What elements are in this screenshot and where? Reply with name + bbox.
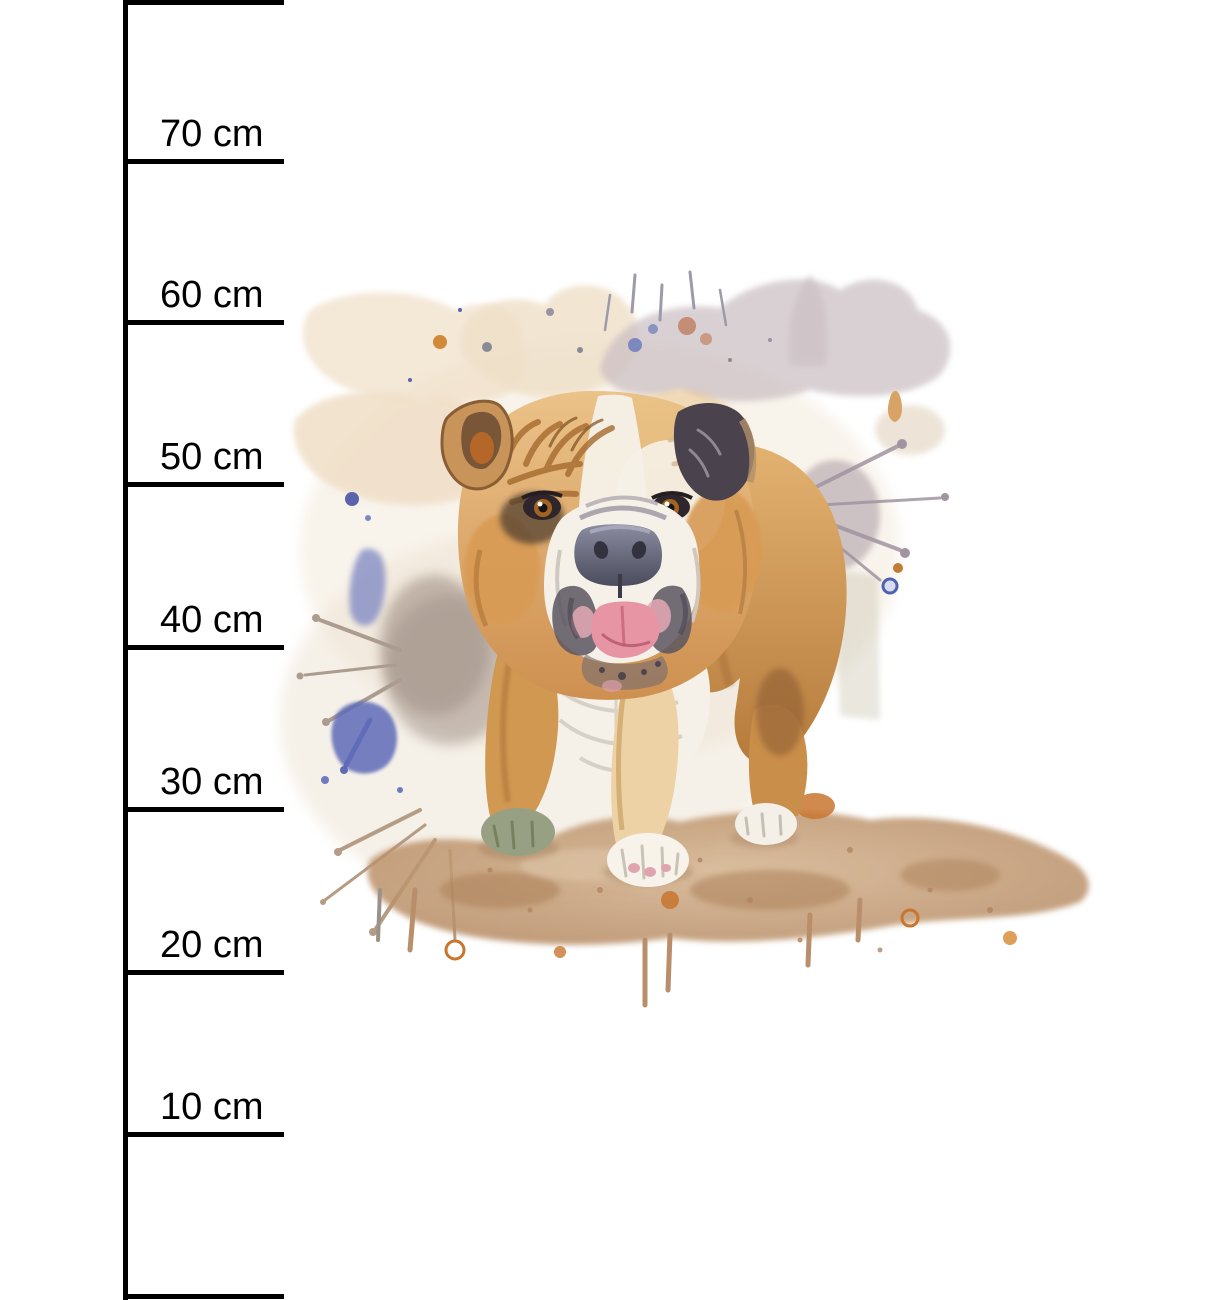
- bulldog: [440, 390, 847, 887]
- ruler-tick: [123, 1132, 284, 1137]
- ear-left: [440, 399, 514, 491]
- ruler-tick: [123, 482, 284, 487]
- bulldog-watercolor-artwork: [280, 270, 1089, 1008]
- eye-left: [521, 490, 563, 520]
- front-paw-left: [481, 808, 555, 856]
- ruler-tick: [123, 159, 284, 164]
- nose: [574, 524, 662, 586]
- ruler-label: 10 cm: [160, 1086, 264, 1128]
- hind-paw: [735, 803, 797, 845]
- ruler-label: 50 cm: [160, 436, 264, 478]
- splash-peach-left: [293, 391, 491, 506]
- ruler-line: [123, 0, 128, 1300]
- ruler-tick: [123, 320, 284, 325]
- ruler-label: 30 cm: [160, 761, 264, 803]
- ruler-label: 40 cm: [160, 599, 264, 641]
- ruler-tick: [123, 1294, 284, 1299]
- ruler-tick: [123, 645, 284, 650]
- ear-right: [673, 403, 757, 501]
- splash-blue-left: [331, 701, 397, 774]
- head: [440, 390, 762, 700]
- ruler-tick: [123, 970, 284, 975]
- chin: [581, 654, 668, 690]
- cheek-right: [682, 488, 762, 612]
- paint-splatter: [296, 270, 949, 942]
- ruler-label: 20 cm: [160, 924, 264, 966]
- muzzle: [544, 495, 701, 692]
- splash-mauve-crown: [600, 279, 951, 402]
- ruler-tick: [123, 0, 284, 5]
- ruler-label: 60 cm: [160, 274, 264, 316]
- ruler-label: 70 cm: [160, 113, 264, 155]
- front-paw-right: [607, 833, 689, 887]
- front-leg-right: [607, 665, 689, 887]
- cheek-left: [464, 515, 540, 625]
- ruler-tick: [123, 807, 284, 812]
